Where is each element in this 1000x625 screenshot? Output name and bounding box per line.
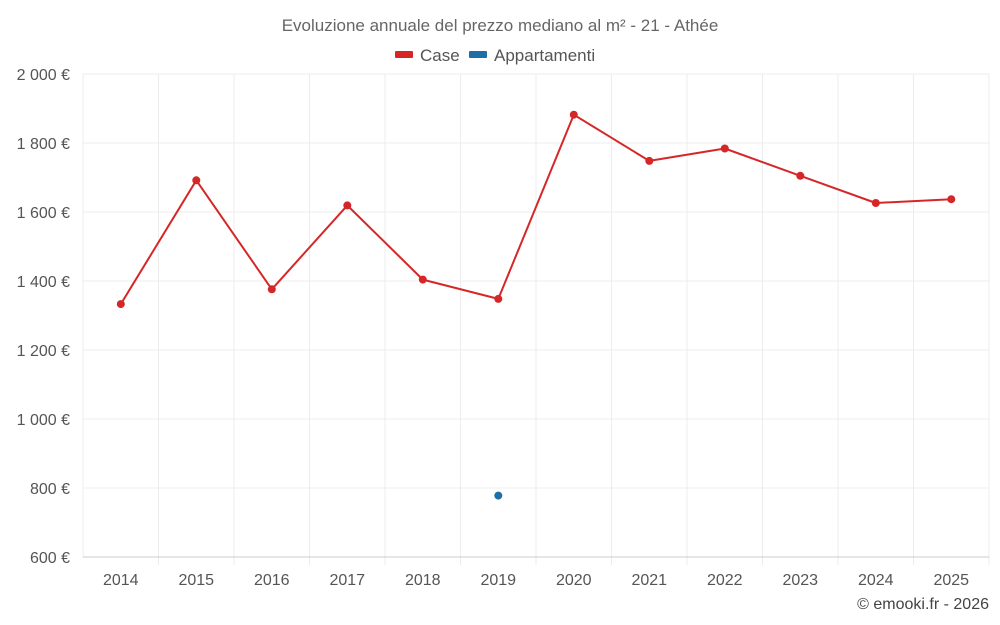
x-tick-label: 2023 xyxy=(782,572,818,589)
y-tick-label: 600 € xyxy=(30,550,70,567)
legend-item-case[interactable]: Case xyxy=(395,46,460,65)
y-tick-label: 1 800 € xyxy=(17,136,70,153)
x-tick-label: 2022 xyxy=(707,572,743,589)
grid xyxy=(82,73,990,565)
series xyxy=(116,110,956,500)
data-point-case[interactable] xyxy=(871,199,880,207)
x-tick-label: 2018 xyxy=(405,572,441,589)
y-tick-label: 2 000 € xyxy=(17,67,70,84)
data-point-case[interactable] xyxy=(116,300,125,309)
x-tick-label: 2020 xyxy=(556,572,592,589)
legend-swatch-case xyxy=(395,51,413,58)
x-tick-label: 2015 xyxy=(178,572,214,589)
y-tick-label: 1 200 € xyxy=(17,343,70,360)
series-appartamenti xyxy=(494,491,503,500)
legend: Case Appartamenti xyxy=(395,46,595,65)
x-tick-label: 2024 xyxy=(858,572,894,589)
y-tick-label: 800 € xyxy=(30,481,70,498)
x-axis-ticks: 2014 2015 2016 2017 2018 2019 2020 2021 2022 2023… xyxy=(103,572,969,589)
data-point-appartamenti[interactable] xyxy=(494,491,503,500)
data-point-case[interactable] xyxy=(720,144,729,153)
data-point-case[interactable] xyxy=(418,275,427,284)
chart-title: Evoluzione annuale del prezzo mediano al… xyxy=(282,16,719,35)
series-line-case xyxy=(119,113,952,305)
legend-label-appartamenti: Appartamenti xyxy=(494,46,595,65)
x-tick-label: 2016 xyxy=(254,572,290,589)
y-axis-ticks: 600 € 800 € 1 000 € 1 200 € 1 400 € 1 600 € 1 … xyxy=(17,67,70,567)
data-point-case[interactable] xyxy=(569,110,578,119)
x-tick-label: 2019 xyxy=(480,572,516,589)
x-tick-label: 2021 xyxy=(631,572,667,589)
data-point-case[interactable] xyxy=(343,201,352,210)
credit-text: © emooki.fr - 2026 xyxy=(857,596,989,613)
x-tick-label: 2025 xyxy=(933,572,969,589)
y-tick-label: 1 400 € xyxy=(17,274,70,291)
series-case xyxy=(116,110,956,309)
data-point-case[interactable] xyxy=(267,285,276,294)
legend-swatch-appartamenti xyxy=(469,51,487,58)
legend-label-case: Case xyxy=(420,46,460,65)
y-tick-label: 1 000 € xyxy=(17,412,70,429)
data-point-case[interactable] xyxy=(947,195,956,204)
data-point-case[interactable] xyxy=(192,176,201,185)
data-point-case[interactable] xyxy=(645,156,654,165)
data-point-case[interactable] xyxy=(494,294,503,303)
y-tick-label: 1 600 € xyxy=(17,205,70,222)
data-point-case[interactable] xyxy=(796,171,805,180)
x-tick-label: 2017 xyxy=(329,572,365,589)
x-tick-label: 2014 xyxy=(103,572,139,589)
legend-item-appartamenti[interactable]: Appartamenti xyxy=(469,46,595,65)
